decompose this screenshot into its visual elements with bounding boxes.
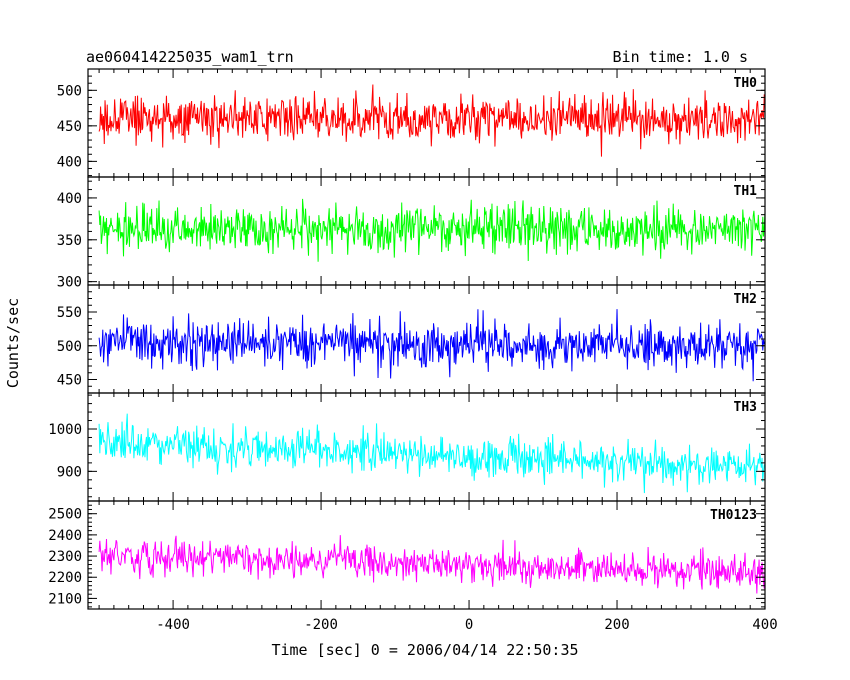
y-tick-label: 450 <box>57 373 82 389</box>
series-line-th1 <box>98 198 765 262</box>
y-tick-label: 550 <box>57 305 82 321</box>
series-label-th0123: TH0123 <box>710 508 757 523</box>
series-label-th3: TH3 <box>734 400 757 415</box>
panel-th0: 400 450 500 TH0 <box>57 68 766 178</box>
x-tick-label: -400 <box>156 617 190 633</box>
x-tick-label: 200 <box>604 617 629 633</box>
series-label-th1: TH1 <box>734 184 758 199</box>
y-tick-label: 2500 <box>48 507 82 523</box>
y-tick-label: 2200 <box>48 570 82 586</box>
series-line-th2 <box>98 309 765 382</box>
panels-group: 400 450 500 TH0 300 350 400 TH1 450 500 550 TH2 900 1… <box>48 68 778 633</box>
panel-th3: 900 1000 TH3 <box>48 392 766 502</box>
panel-frame <box>87 500 766 610</box>
y-axis-label: Counts/sec <box>4 298 22 388</box>
y-tick-label: 300 <box>57 275 82 291</box>
y-tick-label: 400 <box>57 191 82 207</box>
y-tick-label: 1000 <box>48 422 82 438</box>
y-tick-label: 400 <box>57 154 82 170</box>
x-tick-label: -200 <box>304 617 338 633</box>
y-tick-label: 350 <box>57 233 82 249</box>
series-line-th3 <box>98 413 765 494</box>
bin-time-label: Bin time: 1.0 s <box>613 48 748 66</box>
y-tick-label: 500 <box>57 339 82 355</box>
x-tick-label: 0 <box>465 617 473 633</box>
panel-th0123: 2100 2200 2300 2400 2500 TH0123 <box>48 500 766 610</box>
panel-th2: 450 500 550 TH2 <box>57 284 766 394</box>
series-label-th0: TH0 <box>734 76 758 91</box>
series-line-th0123 <box>98 535 765 594</box>
chart-title: ae060414225035_wam1_trn <box>86 48 294 66</box>
y-tick-label: 2300 <box>48 549 82 565</box>
y-tick-label: 500 <box>57 83 82 99</box>
y-tick-label: 2400 <box>48 528 82 544</box>
series-label-th2: TH2 <box>734 292 757 307</box>
y-tick-label: 450 <box>57 119 82 135</box>
x-axis-label: Time [sec] 0 = 2006/04/14 22:50:35 <box>271 641 578 659</box>
series-line-th0 <box>98 84 765 157</box>
x-tick-label: 400 <box>752 617 777 633</box>
y-tick-label: 900 <box>57 464 82 480</box>
y-tick-label: 2100 <box>48 591 82 607</box>
panel-th1: 300 350 400 TH1 <box>57 176 766 291</box>
